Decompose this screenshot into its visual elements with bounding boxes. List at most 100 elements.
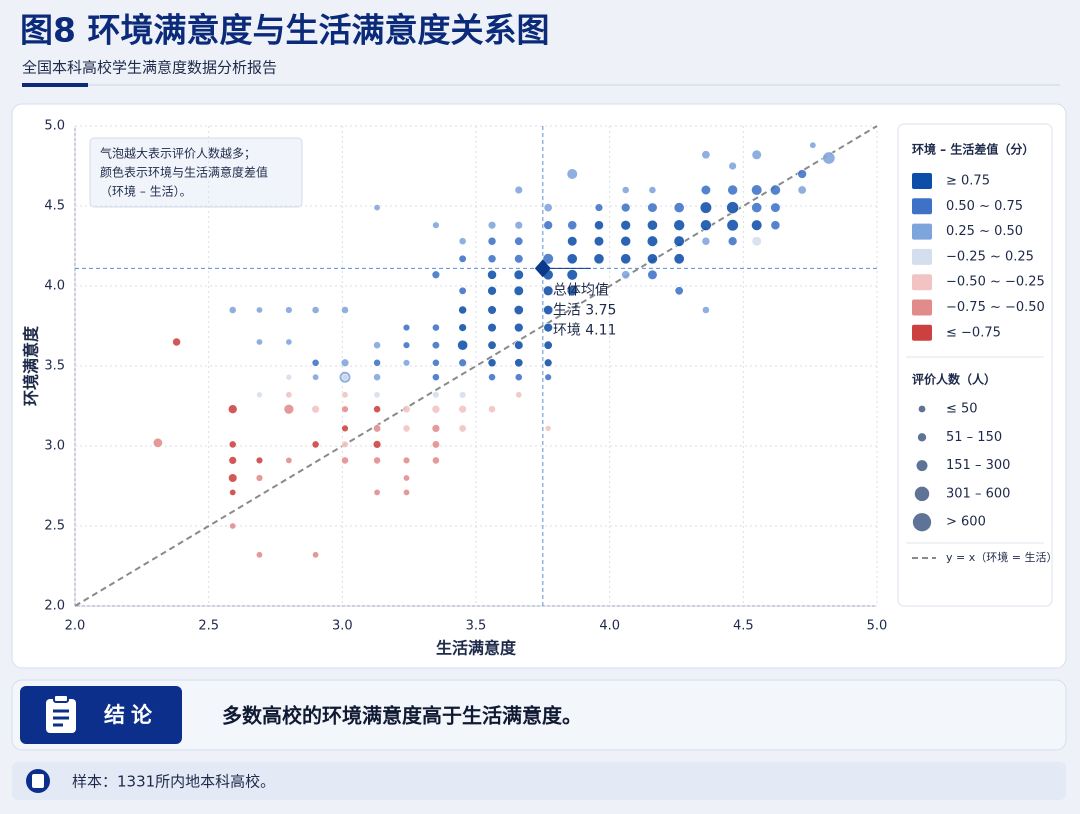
footer-strip <box>12 762 1066 800</box>
bubble <box>340 358 350 368</box>
legend-size-label: 301 – 600 <box>946 486 1010 501</box>
bubble <box>311 358 320 367</box>
bubble <box>487 358 497 368</box>
bubble <box>514 322 524 333</box>
bubble <box>373 373 381 382</box>
bubble <box>515 391 523 399</box>
bubble <box>593 236 605 247</box>
legend-size-bubble <box>917 433 927 442</box>
bubble <box>431 404 441 414</box>
bubble <box>402 488 411 496</box>
bubble <box>514 358 524 368</box>
note-line: （环境 – 生活）。 <box>100 184 192 199</box>
bubble <box>544 373 552 381</box>
bubble <box>432 221 440 229</box>
legend-title: 评价人数（人） <box>912 372 996 387</box>
x-tick-label: 4.5 <box>733 619 754 634</box>
legend-swatch <box>912 198 932 215</box>
bubble <box>647 253 658 265</box>
bubble <box>458 391 467 399</box>
y-tick-label: 3.5 <box>44 359 65 374</box>
bubble <box>769 184 781 196</box>
bubble <box>341 456 349 465</box>
bubble <box>727 184 738 196</box>
conclusion-card <box>11 679 1067 751</box>
bubble <box>431 440 440 449</box>
bubble <box>229 488 237 496</box>
bubble <box>487 305 497 315</box>
bubble <box>543 203 553 213</box>
bubble <box>228 473 238 483</box>
bubble <box>513 269 524 280</box>
bubble <box>402 424 411 433</box>
bubble <box>797 169 807 179</box>
bubble <box>514 236 524 246</box>
bubble <box>432 456 440 465</box>
bubble <box>513 305 524 315</box>
bubble <box>255 551 263 559</box>
y-tick-label: 4.0 <box>44 279 65 294</box>
bubble <box>172 337 181 347</box>
bubble <box>751 236 762 247</box>
bubble <box>673 235 685 247</box>
bubble <box>458 254 467 263</box>
bubble <box>373 204 381 212</box>
bubble <box>432 373 440 382</box>
legend-swatch <box>912 324 932 341</box>
bubble <box>311 404 320 414</box>
bubble <box>285 391 293 399</box>
bubble <box>432 391 440 399</box>
bubble <box>647 202 658 213</box>
bubble <box>312 373 320 381</box>
bubble <box>514 340 524 350</box>
header-accent <box>22 83 88 87</box>
bubble <box>285 373 293 381</box>
y-tick-label: 4.5 <box>44 199 65 214</box>
bubble <box>431 424 441 433</box>
bubble <box>341 440 349 449</box>
bubble <box>543 358 553 368</box>
bubble <box>726 219 739 232</box>
bubble <box>458 424 467 433</box>
bubble <box>543 322 553 333</box>
bubble <box>373 405 381 414</box>
conclusion-badge-text: 结论 <box>104 703 158 727</box>
bubble <box>402 323 411 332</box>
bubble <box>341 306 349 314</box>
bubble <box>514 373 523 382</box>
bubble <box>797 185 807 195</box>
legend-swatch <box>912 274 932 291</box>
bubble <box>770 220 781 231</box>
bubble <box>402 341 411 349</box>
legend-box <box>897 123 1053 607</box>
legend-size-bubble <box>918 405 926 413</box>
bubble <box>228 440 237 449</box>
bubble <box>646 235 659 247</box>
bubble <box>487 322 497 333</box>
mean-x-label: 生活 3.75 <box>553 302 617 318</box>
bubble <box>700 184 712 196</box>
bubble <box>770 202 781 213</box>
y-tick-label: 2.5 <box>44 519 65 534</box>
bubble <box>648 186 657 194</box>
bubble <box>751 219 763 231</box>
legend-label: −0.50 ~ −0.25 <box>946 275 1045 290</box>
bubble <box>727 236 738 246</box>
x-axis-label: 生活满意度 <box>436 639 517 658</box>
bubble <box>432 323 440 332</box>
bubble <box>514 254 524 264</box>
bubble <box>513 285 524 296</box>
bubble <box>431 270 441 280</box>
bubble <box>457 339 469 351</box>
bubble <box>458 237 467 246</box>
x-tick-label: 5.0 <box>867 619 888 634</box>
bubble <box>594 203 604 212</box>
bubble <box>566 168 578 180</box>
bubble <box>256 391 263 399</box>
legend-ref-label: y = x（环境 = 生活） <box>946 550 1057 564</box>
note-line: 气泡越大表示评价人数越多； <box>100 146 256 161</box>
legend-size-label: ≤ 50 <box>946 402 978 417</box>
legend-size-label: 51 – 150 <box>946 430 1002 445</box>
y-tick-label: 2.0 <box>44 599 65 614</box>
bubble <box>228 306 237 314</box>
